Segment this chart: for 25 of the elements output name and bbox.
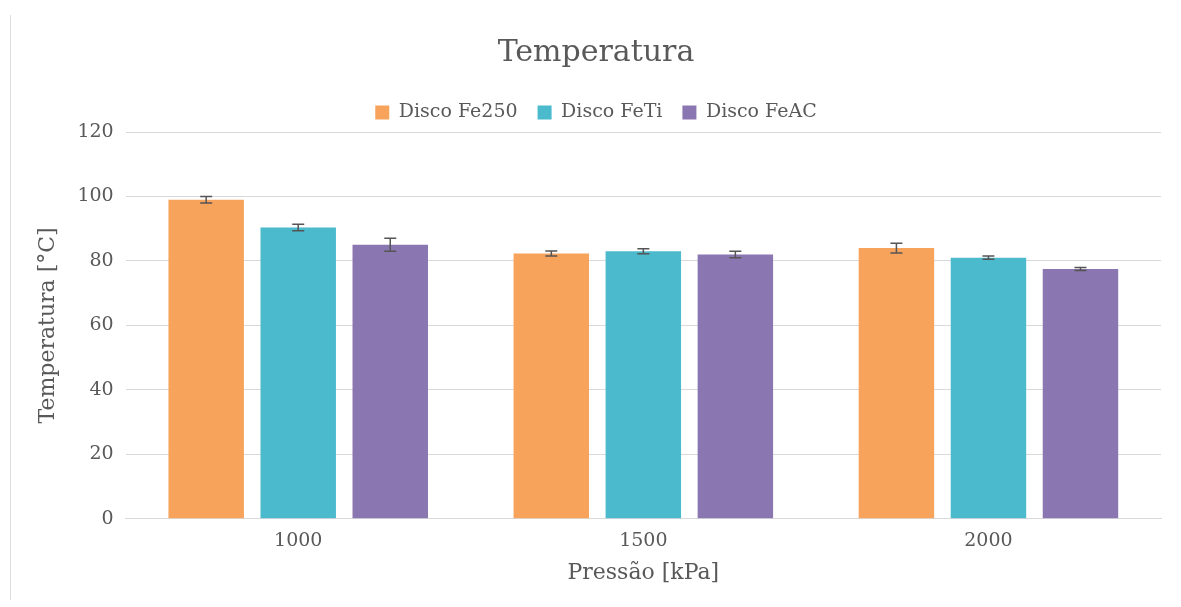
bar (858, 248, 935, 519)
x-tick-label: 1000 (274, 528, 323, 551)
x-axis-title: Pressão [kPa] (567, 558, 720, 584)
y-tick-label: 40 (89, 376, 114, 399)
bar (605, 251, 682, 519)
y-tick-label: 60 (89, 312, 114, 335)
x-tick-label: 1500 (619, 528, 668, 551)
y-axis-title: Temperatura [°C] (33, 227, 59, 424)
bar (697, 254, 774, 519)
bar (168, 199, 244, 519)
y-tick-label: 100 (77, 183, 114, 206)
bar (260, 227, 336, 519)
bar (513, 253, 590, 519)
legend-label: Disco Fe250 (398, 99, 518, 122)
y-tick-label: 20 (89, 441, 114, 464)
y-tick-label: 0 (101, 505, 114, 528)
legend-label: Disco FeTi (561, 99, 663, 122)
x-tick-label: 2000 (964, 528, 1013, 551)
bar (1042, 268, 1119, 519)
bar (352, 244, 428, 519)
chart-title: Temperatura (497, 32, 695, 68)
y-tick-label: 120 (77, 118, 114, 141)
y-tick-label: 80 (89, 247, 114, 270)
bar (950, 257, 1027, 519)
legend-label: Disco FeAC (705, 99, 817, 122)
